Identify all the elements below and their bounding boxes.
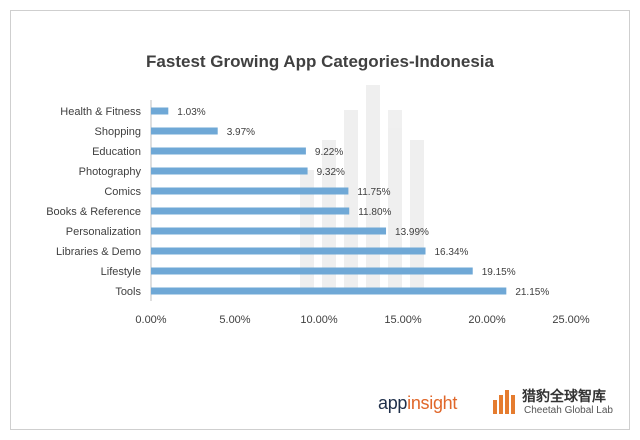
data-label: 11.80% bbox=[358, 207, 391, 218]
data-label: 11.75% bbox=[357, 187, 390, 198]
x-tick-label: 5.00% bbox=[219, 314, 250, 326]
cheetah-logo-icon bbox=[493, 388, 519, 414]
bar bbox=[151, 207, 350, 215]
category-label: Books & Reference bbox=[46, 206, 141, 218]
category-label: Comics bbox=[104, 186, 141, 198]
bar bbox=[151, 147, 306, 155]
category-label: Education bbox=[92, 146, 141, 158]
data-label: 3.97% bbox=[227, 127, 255, 138]
data-label: 21.15% bbox=[515, 287, 549, 298]
category-label: Shopping bbox=[95, 126, 142, 138]
bar bbox=[151, 107, 169, 115]
category-label: Tools bbox=[115, 286, 141, 298]
x-tick-label: 0.00% bbox=[135, 314, 166, 326]
data-label: 13.99% bbox=[395, 227, 429, 238]
category-label: Lifestyle bbox=[101, 266, 141, 278]
chart-frame bbox=[10, 10, 630, 430]
x-tick-label: 15.00% bbox=[384, 314, 422, 326]
data-label: 9.22% bbox=[315, 147, 343, 158]
chart-title: Fastest Growing App Categories-Indonesia bbox=[146, 52, 494, 71]
data-label: 16.34% bbox=[435, 247, 469, 258]
bar bbox=[151, 247, 426, 255]
data-label: 1.03% bbox=[177, 107, 205, 118]
bar bbox=[151, 127, 218, 135]
cheetah-logo-en: Cheetah Global Lab bbox=[524, 405, 613, 416]
x-tick-label: 20.00% bbox=[468, 314, 506, 326]
category-label: Personalization bbox=[66, 226, 141, 238]
bar bbox=[151, 227, 387, 235]
category-label: Health & Fitness bbox=[60, 106, 141, 118]
bar bbox=[151, 167, 308, 175]
x-tick-label: 25.00% bbox=[552, 314, 590, 326]
data-label: 9.32% bbox=[317, 167, 345, 178]
cheetah-logo-cn: 猎豹全球智库 bbox=[522, 388, 606, 404]
bar bbox=[151, 187, 349, 195]
bar bbox=[151, 287, 507, 295]
category-label: Libraries & Demo bbox=[56, 246, 141, 258]
appinsight-logo: appinsight bbox=[378, 393, 458, 413]
bar bbox=[151, 267, 473, 275]
category-label: Photography bbox=[79, 166, 142, 178]
x-tick-label: 10.00% bbox=[300, 314, 338, 326]
data-label: 19.15% bbox=[482, 267, 516, 278]
